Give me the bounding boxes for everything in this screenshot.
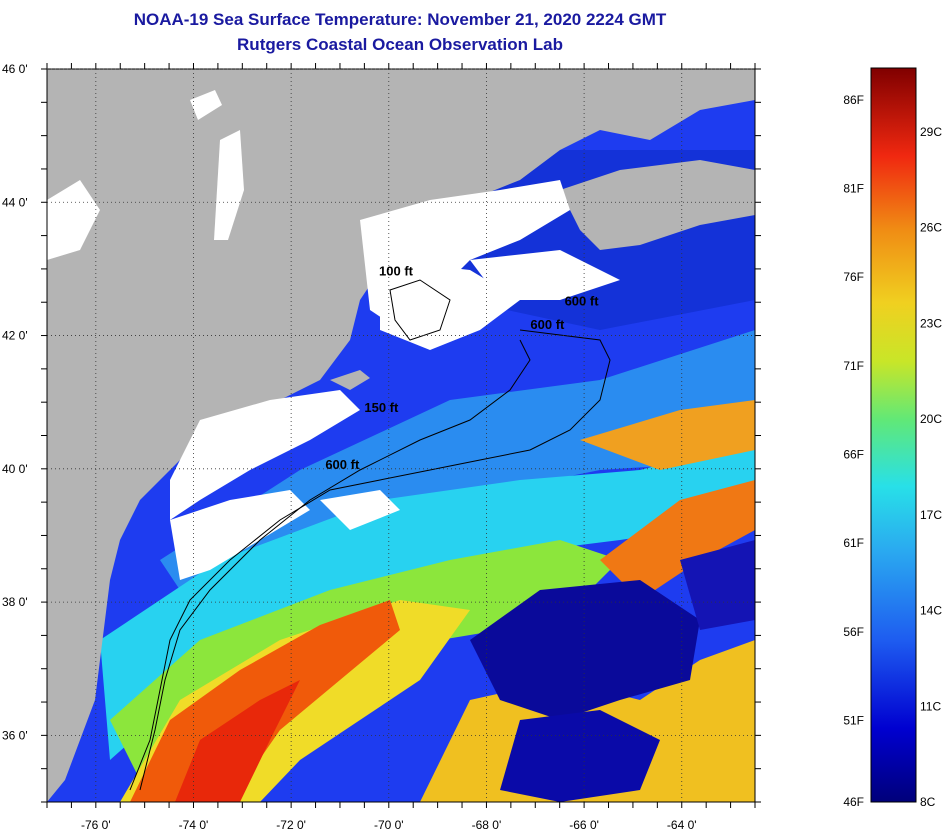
cold-eddy-2 [500, 710, 660, 802]
graticule [41, 63, 761, 808]
colorbar-f-label: 71F [843, 359, 864, 373]
colorbar [870, 67, 917, 803]
lon-label: -72 0' [276, 818, 306, 832]
ocean-cyan-band [100, 440, 755, 760]
colorbar-c-label: 20C [920, 412, 942, 426]
lat-label: 38 0' [2, 595, 28, 609]
colorbar-f-label: 46F [843, 795, 864, 809]
cloud-mass-4 [170, 490, 310, 580]
contour-label: 600 ft [530, 317, 565, 332]
lat-label: 44 0' [2, 195, 28, 209]
colorbar-c-label: 11C [920, 699, 941, 713]
land-cape-cod [330, 370, 370, 390]
colorbar-f-label: 76F [843, 270, 864, 284]
map-subtitle: Rutgers Coastal Ocean Observation Lab [237, 35, 563, 54]
lon-label: -64 0' [667, 818, 697, 832]
land-nova-scotia [560, 160, 755, 250]
cloud-mass-1 [380, 260, 520, 350]
colorbar-f-label: 81F [843, 182, 864, 196]
colorbar-c-label: 26C [920, 221, 942, 235]
lat-label: 46 0' [2, 62, 28, 76]
colorbar-c-label: 14C [920, 604, 942, 618]
colorbar-f-label: 66F [843, 448, 864, 462]
contour-100ft [389, 279, 451, 341]
colorbar-f-label: 51F [843, 713, 864, 727]
colorbar-f-label: 56F [843, 625, 864, 639]
lon-label: -74 0' [179, 818, 209, 832]
colorbar-c-label: 17C [920, 508, 942, 522]
colorbar-c-label: 8C [920, 795, 936, 809]
gulf-stream-hot [175, 680, 300, 802]
lon-label: -76 0' [81, 818, 111, 832]
contour-label: 150 ft [364, 400, 399, 415]
contour-600ft [129, 329, 611, 791]
axis-labels: 46 0' 44 0' 42 0' 40 0' 38 0' 36 0' -76 0' -74 … [2, 62, 697, 832]
colorbar-c-label: 23C [920, 316, 942, 330]
colorbar-labels: 86F 81F 76F 71F 66F 61F 56F 51F 46F 29C 26C 23C 20C 1… [843, 93, 942, 809]
lat-label: 42 0' [2, 329, 28, 343]
contour-label: 600 ft [565, 294, 600, 309]
colorbar-f-label: 86F [843, 93, 864, 107]
cloud-mass-2 [470, 250, 620, 300]
map-area [47, 69, 755, 802]
lon-label: -66 0' [569, 818, 599, 832]
cloud-mass-5 [320, 490, 400, 530]
lat-label: 36 0' [2, 728, 28, 742]
contour-label: 100 ft [379, 264, 414, 279]
colorbar-f-label: 61F [843, 536, 864, 550]
warm-filament [580, 400, 755, 470]
cloud-land-north [190, 90, 222, 120]
lat-label: 40 0' [2, 462, 28, 476]
contour-label: 600 ft [325, 457, 360, 472]
contour-150ft [139, 339, 531, 791]
warm-eddy-east [600, 480, 755, 600]
colorbar-c-label: 29C [920, 125, 942, 139]
map-title: NOAA-19 Sea Surface Temperature: Novembe… [133, 10, 667, 29]
land-mainland [47, 69, 755, 802]
cloud-land-central [214, 130, 244, 240]
cold-eddy-1 [470, 580, 700, 720]
cloud-land-west [47, 180, 100, 260]
cold-eddy-3 [680, 540, 755, 630]
lon-label: -70 0' [374, 818, 404, 832]
ocean-green-zone [110, 540, 620, 780]
lon-label: -68 0' [472, 818, 502, 832]
cloud-mass-3 [170, 390, 360, 520]
